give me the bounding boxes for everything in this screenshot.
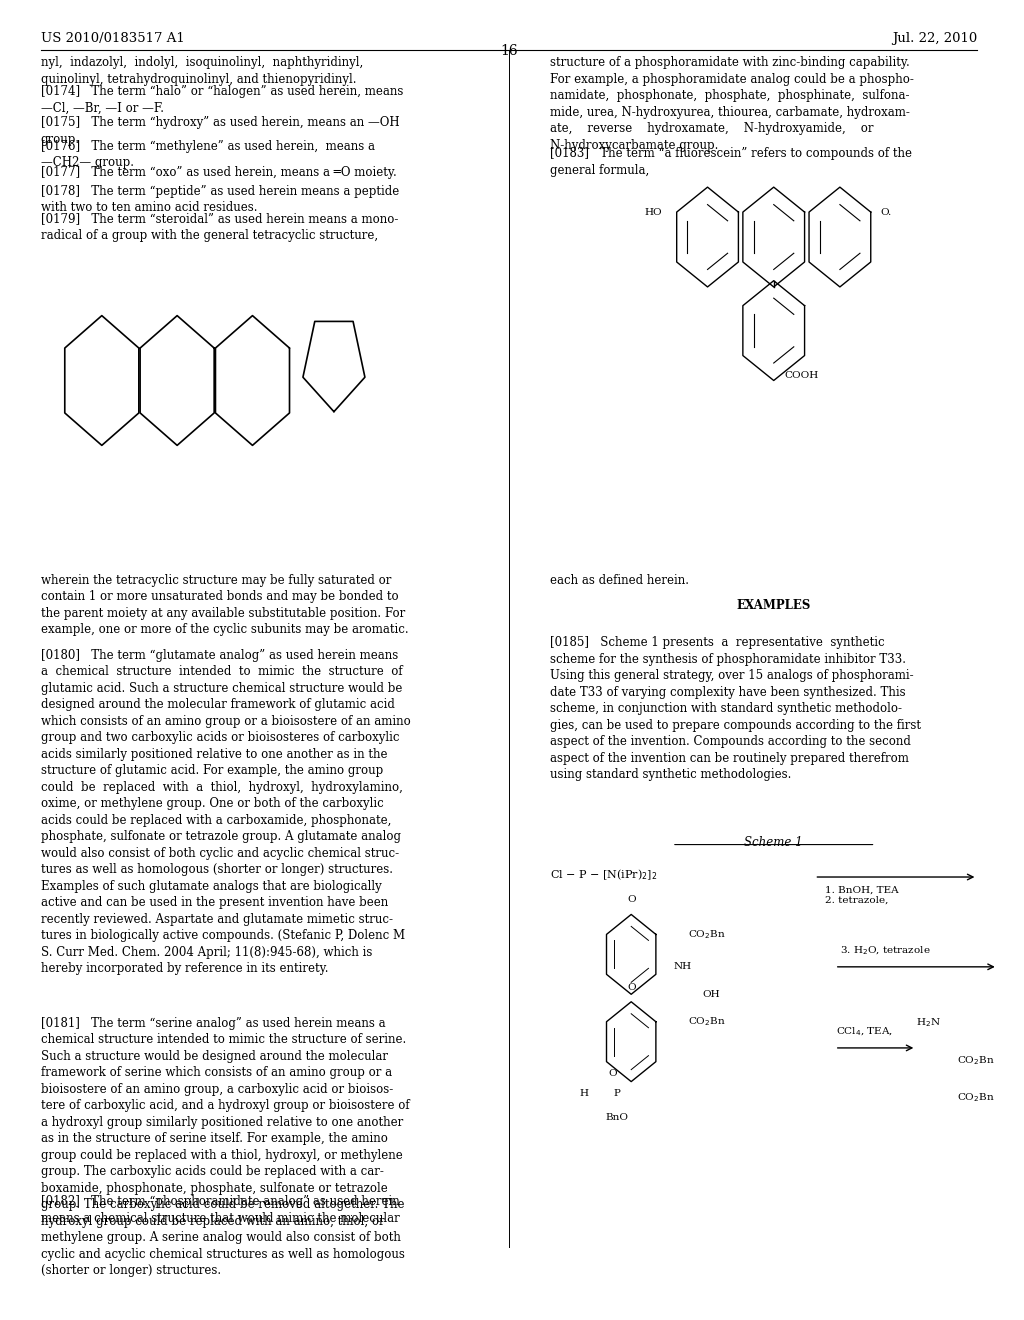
Text: [0178]   The term “peptide” as used herein means a peptide
with two to ten amino: [0178] The term “peptide” as used herein… <box>41 185 399 214</box>
Text: 3. H$_2$O, tetrazole: 3. H$_2$O, tetrazole <box>840 944 931 957</box>
Text: NH: NH <box>674 962 692 970</box>
Text: P: P <box>613 1089 621 1098</box>
Text: [0179]   The term “steroidal” as used herein means a mono-
radical of a group wi: [0179] The term “steroidal” as used here… <box>41 213 398 242</box>
Text: HO: HO <box>644 207 662 216</box>
Text: O: O <box>627 895 636 904</box>
Text: [0185]   Scheme 1 presents  a  representative  synthetic
scheme for the synthesi: [0185] Scheme 1 presents a representativ… <box>550 636 921 781</box>
Text: [0175]   The term “hydroxy” as used herein, means an —OH
group.: [0175] The term “hydroxy” as used herein… <box>41 116 399 145</box>
Text: [0182]   The term “phosphoramidate analog” as used herein
means a chemical struc: [0182] The term “phosphoramidate analog”… <box>41 1195 399 1225</box>
Text: CCl$_4$, TEA,: CCl$_4$, TEA, <box>836 1026 893 1038</box>
Text: O: O <box>627 983 636 991</box>
Text: [0174]   The term “halo” or “halogen” as used herein, means
—Cl, —Br, —I or —F.: [0174] The term “halo” or “halogen” as u… <box>41 84 403 115</box>
Text: O: O <box>608 1069 616 1078</box>
Text: [0183]   The term “a fluorescein” refers to compounds of the
general formula,: [0183] The term “a fluorescein” refers t… <box>550 148 911 177</box>
Text: EXAMPLES: EXAMPLES <box>736 599 811 611</box>
Text: [0181]   The term “serine analog” as used herein means a
chemical structure inte: [0181] The term “serine analog” as used … <box>41 1016 410 1278</box>
Text: each as defined herein.: each as defined herein. <box>550 574 689 587</box>
Text: CO$_2$Bn: CO$_2$Bn <box>688 928 726 941</box>
Text: nyl,  indazolyl,  indolyl,  isoquinolinyl,  naphthyridinyl,
quinolinyl, tetrahyd: nyl, indazolyl, indolyl, isoquinolinyl, … <box>41 57 362 86</box>
Text: OH: OH <box>702 990 720 999</box>
Text: H$_2$N: H$_2$N <box>916 1016 941 1030</box>
Text: [0176]   The term “methylene” as used herein,  means a
—CH2— group.: [0176] The term “methylene” as used here… <box>41 140 375 169</box>
Text: Jul. 22, 2010: Jul. 22, 2010 <box>892 33 977 45</box>
Text: [0177]   The term “oxo” as used herein, means a ═O moiety.: [0177] The term “oxo” as used herein, me… <box>41 166 396 180</box>
Text: wherein the tetracyclic structure may be fully saturated or
contain 1 or more un: wherein the tetracyclic structure may be… <box>41 574 409 636</box>
Text: 1. BnOH, TEA
2. tetrazole,: 1. BnOH, TEA 2. tetrazole, <box>824 886 898 906</box>
Text: CO$_2$Bn: CO$_2$Bn <box>688 1015 726 1028</box>
Text: CO$_2$Bn: CO$_2$Bn <box>957 1092 994 1105</box>
Text: US 2010/0183517 A1: US 2010/0183517 A1 <box>41 33 184 45</box>
Text: structure of a phosphoramidate with zinc-binding capability.
For example, a phos: structure of a phosphoramidate with zinc… <box>550 57 913 152</box>
Text: H: H <box>580 1089 589 1098</box>
Text: BnO: BnO <box>605 1113 629 1122</box>
Text: [0180]   The term “glutamate analog” as used herein means
a  chemical  structure: [0180] The term “glutamate analog” as us… <box>41 648 411 975</box>
Text: COOH: COOH <box>784 371 818 380</box>
Text: Scheme 1: Scheme 1 <box>744 836 803 849</box>
Text: CO$_2$Bn: CO$_2$Bn <box>957 1055 994 1067</box>
Text: 16: 16 <box>500 44 518 58</box>
Text: O.: O. <box>881 207 892 216</box>
Text: Cl $-$ P $-$ [N(iPr)$_2$]$_2$: Cl $-$ P $-$ [N(iPr)$_2$]$_2$ <box>550 867 657 882</box>
